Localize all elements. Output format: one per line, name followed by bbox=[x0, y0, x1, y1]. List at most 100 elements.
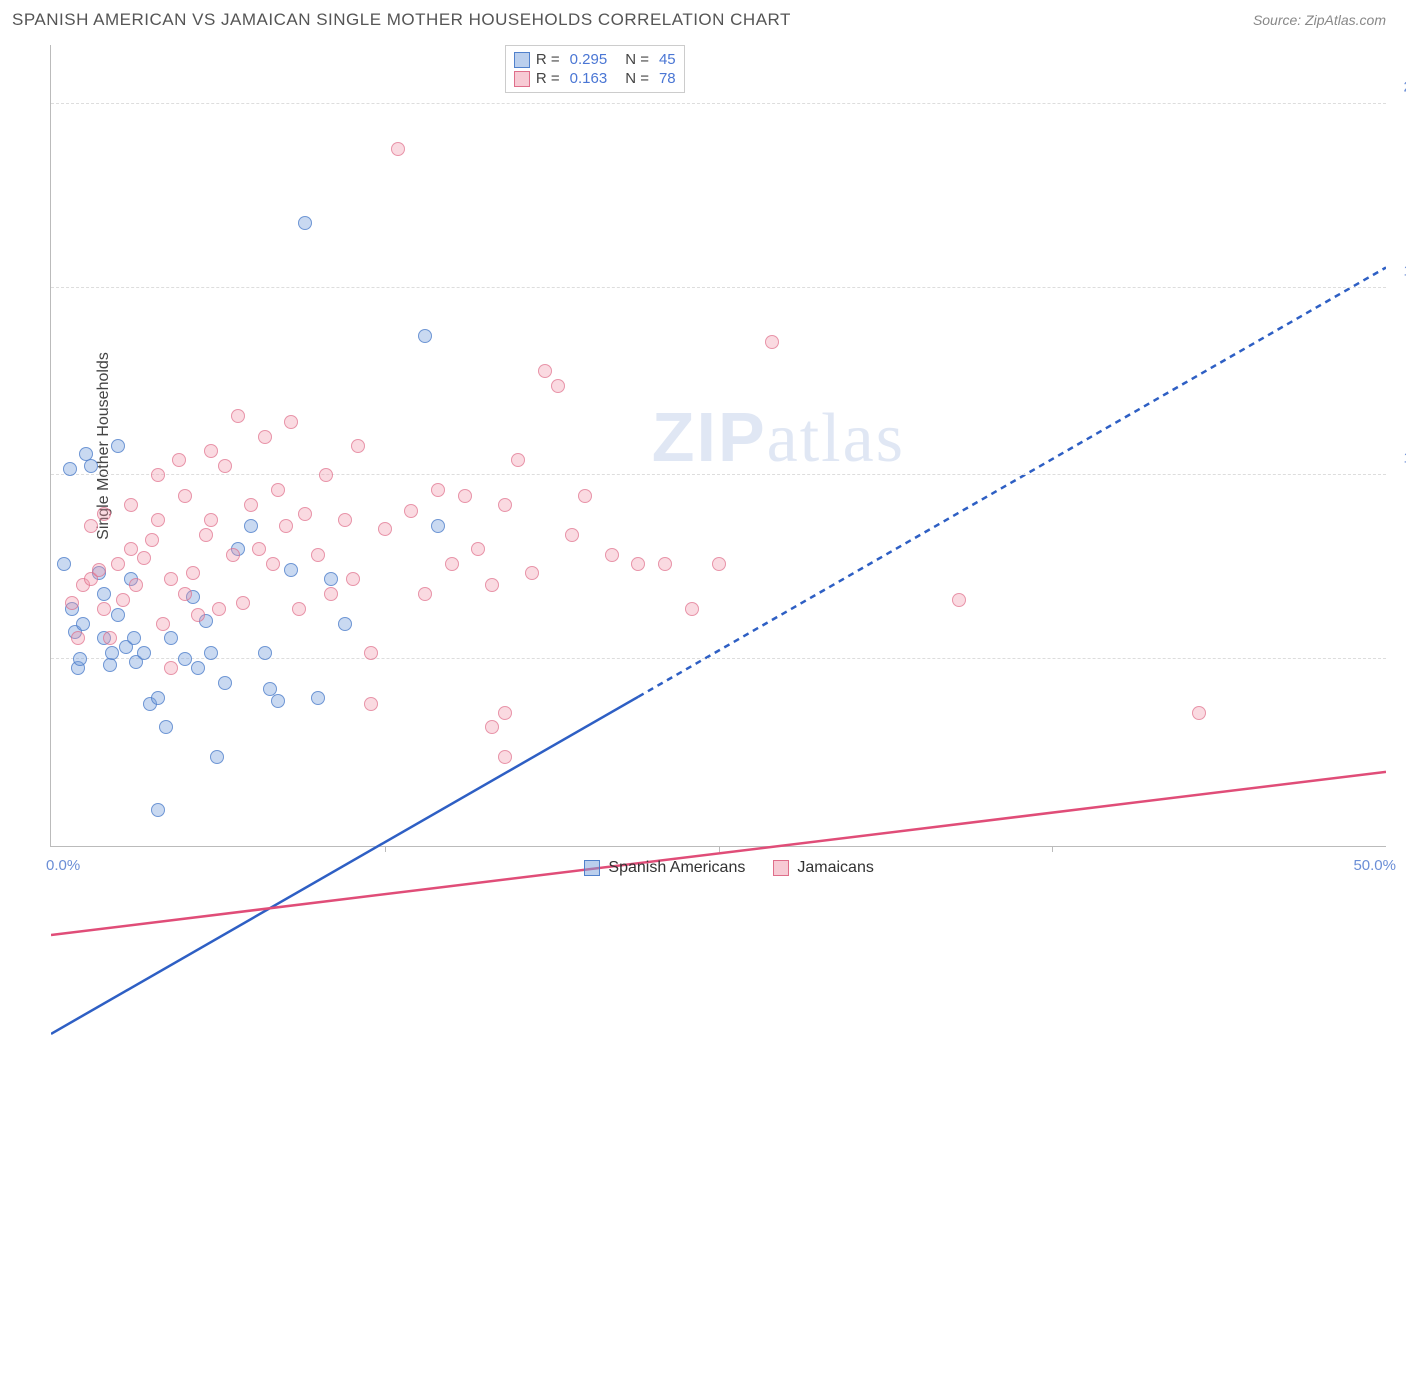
data-point bbox=[498, 498, 512, 512]
data-point bbox=[458, 489, 472, 503]
trend-lines bbox=[51, 45, 1386, 1380]
x-tick bbox=[385, 846, 386, 852]
data-point bbox=[324, 587, 338, 601]
data-point bbox=[364, 646, 378, 660]
data-point bbox=[324, 572, 338, 586]
swatch-pink-icon bbox=[773, 860, 789, 876]
data-point bbox=[172, 453, 186, 467]
data-point bbox=[124, 542, 138, 556]
data-point bbox=[84, 459, 98, 473]
x-tick bbox=[719, 846, 720, 852]
r-label: R = bbox=[536, 70, 560, 87]
data-point bbox=[431, 483, 445, 497]
grid-line bbox=[51, 287, 1386, 288]
series-legend: Spanish Americans Jamaicans bbox=[584, 859, 873, 877]
correlation-row-blue: R = 0.295 N = 45 bbox=[514, 50, 676, 69]
data-point bbox=[266, 557, 280, 571]
data-point bbox=[252, 542, 266, 556]
data-point bbox=[311, 691, 325, 705]
data-point bbox=[178, 587, 192, 601]
data-point bbox=[658, 557, 672, 571]
data-point bbox=[103, 658, 117, 672]
data-point bbox=[271, 483, 285, 497]
data-point bbox=[111, 608, 125, 622]
data-point bbox=[311, 548, 325, 562]
data-point bbox=[71, 631, 85, 645]
plot-area: ZIPatlas R = 0.295 N = 45 R = 0.163 N = … bbox=[50, 45, 1386, 847]
data-point bbox=[418, 587, 432, 601]
data-point bbox=[111, 557, 125, 571]
data-point bbox=[364, 697, 378, 711]
data-point bbox=[204, 444, 218, 458]
data-point bbox=[511, 453, 525, 467]
data-point bbox=[578, 489, 592, 503]
data-point bbox=[129, 578, 143, 592]
data-point bbox=[97, 587, 111, 601]
data-point bbox=[199, 528, 213, 542]
data-point bbox=[226, 548, 240, 562]
data-point bbox=[292, 602, 306, 616]
data-point bbox=[210, 750, 224, 764]
data-point bbox=[765, 335, 779, 349]
data-point bbox=[97, 507, 111, 521]
series-label-blue: Spanish Americans bbox=[608, 859, 745, 877]
swatch-blue-icon bbox=[514, 52, 530, 68]
data-point bbox=[485, 720, 499, 734]
data-point bbox=[191, 608, 205, 622]
data-point bbox=[538, 364, 552, 378]
chart-title: SPANISH AMERICAN VS JAMAICAN SINGLE MOTH… bbox=[12, 10, 791, 30]
data-point bbox=[127, 631, 141, 645]
data-point bbox=[137, 551, 151, 565]
data-point bbox=[351, 439, 365, 453]
data-point bbox=[431, 519, 445, 533]
data-point bbox=[191, 661, 205, 675]
x-origin-label: 0.0% bbox=[46, 857, 80, 874]
r-label: R = bbox=[536, 51, 560, 68]
data-point bbox=[498, 706, 512, 720]
swatch-pink-icon bbox=[514, 71, 530, 87]
data-point bbox=[105, 646, 119, 660]
data-point bbox=[631, 557, 645, 571]
data-point bbox=[63, 462, 77, 476]
data-point bbox=[164, 572, 178, 586]
correlation-legend: R = 0.295 N = 45 R = 0.163 N = 78 bbox=[505, 45, 685, 93]
data-point bbox=[218, 459, 232, 473]
x-max-label: 50.0% bbox=[1353, 857, 1396, 874]
data-point bbox=[391, 142, 405, 156]
data-point bbox=[378, 522, 392, 536]
data-point bbox=[137, 646, 151, 660]
data-point bbox=[65, 596, 79, 610]
data-point bbox=[116, 593, 130, 607]
n-label: N = bbox=[625, 51, 649, 68]
data-point bbox=[498, 750, 512, 764]
data-point bbox=[186, 566, 200, 580]
series-label-pink: Jamaicans bbox=[797, 859, 873, 877]
data-point bbox=[111, 439, 125, 453]
chart-container: Single Mother Households ZIPatlas R = 0.… bbox=[50, 45, 1386, 847]
data-point bbox=[551, 379, 565, 393]
data-point bbox=[178, 652, 192, 666]
data-point bbox=[258, 430, 272, 444]
watermark-atlas: atlas bbox=[767, 400, 905, 477]
data-point bbox=[298, 507, 312, 521]
watermark-zip: ZIP bbox=[652, 398, 767, 476]
header: SPANISH AMERICAN VS JAMAICAN SINGLE MOTH… bbox=[0, 0, 1406, 38]
grid-line bbox=[51, 474, 1386, 475]
data-point bbox=[244, 519, 258, 533]
data-point bbox=[204, 513, 218, 527]
source-attribution: Source: ZipAtlas.com bbox=[1253, 12, 1386, 28]
x-tick bbox=[1052, 846, 1053, 852]
data-point bbox=[151, 803, 165, 817]
data-point bbox=[298, 216, 312, 230]
data-point bbox=[92, 563, 106, 577]
data-point bbox=[156, 617, 170, 631]
correlation-row-pink: R = 0.163 N = 78 bbox=[514, 69, 676, 88]
r-value-pink: 0.163 bbox=[570, 70, 608, 87]
data-point bbox=[97, 602, 111, 616]
data-point bbox=[952, 593, 966, 607]
data-point bbox=[258, 646, 272, 660]
data-point bbox=[151, 468, 165, 482]
data-point bbox=[279, 519, 293, 533]
data-point bbox=[605, 548, 619, 562]
watermark: ZIPatlas bbox=[652, 397, 905, 479]
